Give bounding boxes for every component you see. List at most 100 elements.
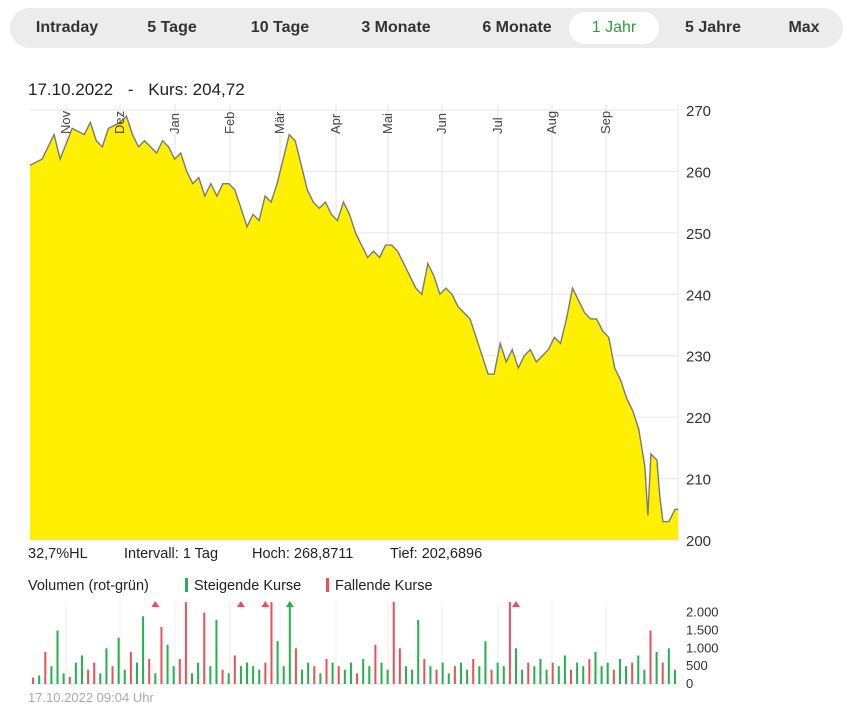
- volume-bar: [411, 669, 414, 684]
- tab-5-jahre[interactable]: 5 Jahre: [684, 19, 742, 36]
- volume-bar: [93, 662, 96, 684]
- volume-bar: [123, 669, 126, 684]
- volume-bar: [99, 673, 102, 684]
- volume-legend-title: Volumen (rot-grün): [28, 578, 149, 594]
- volume-bar: [618, 659, 621, 684]
- volume-bar: [612, 669, 615, 684]
- volume-bar: [600, 666, 603, 684]
- volume-bar: [252, 666, 255, 684]
- volume-bar: [301, 669, 304, 684]
- timeframe-tabs: Intraday 5 Tage 10 Tage 3 Monate 6 Monat…: [10, 8, 843, 48]
- volume-y-tick-label: 1.500: [686, 623, 719, 638]
- volume-bar: [404, 666, 407, 684]
- volume-bar: [368, 666, 371, 684]
- tab-1-jahr[interactable]: 1 Jahr: [569, 12, 659, 44]
- y-tick-label: 260: [686, 164, 711, 181]
- volume-bar: [484, 641, 487, 684]
- volume-bar: [655, 651, 658, 684]
- volume-bar: [374, 644, 377, 684]
- volume-bar: [423, 659, 426, 684]
- legend-falling: Fallende Kurse: [326, 578, 433, 594]
- x-tick-label: Dez: [112, 111, 127, 134]
- volume-bar: [215, 619, 218, 684]
- volume-bar: [447, 673, 450, 684]
- stats-hoch: Hoch: 268,8711: [252, 546, 354, 562]
- volume-bar: [349, 662, 352, 684]
- volume-bar: [380, 662, 383, 684]
- volume-bar: [135, 662, 138, 684]
- volume-bar: [673, 669, 676, 684]
- tab-5-tage[interactable]: 5 Tage: [147, 19, 197, 36]
- y-tick-label: 230: [686, 349, 711, 366]
- volume-bar: [496, 662, 499, 684]
- x-tick-label: Mai: [380, 113, 395, 134]
- volume-bar: [313, 666, 316, 684]
- y-tick-label: 240: [686, 287, 711, 304]
- volume-bar: [637, 655, 640, 684]
- volume-bar: [233, 655, 236, 684]
- volume-bar: [172, 666, 175, 684]
- volume-bar: [154, 673, 157, 684]
- volume-bar: [80, 655, 83, 684]
- volume-y-tick-label: 500: [686, 658, 708, 673]
- volume-bar: [545, 669, 548, 684]
- volume-bar: [398, 648, 401, 684]
- volume-bar: [142, 616, 145, 684]
- volume-bar: [563, 655, 566, 684]
- volume-bar: [68, 676, 71, 684]
- volume-bar: [32, 677, 35, 684]
- volume-bar: [227, 673, 230, 684]
- volume-bar: [521, 669, 524, 684]
- legend-rising-label: Steigende Kurse: [194, 578, 302, 594]
- tab-6-monate[interactable]: 6 Monate: [482, 19, 552, 36]
- y-tick-label: 270: [686, 103, 711, 120]
- header-date: 17.10.2022: [28, 80, 114, 99]
- rising-swatch: [185, 578, 188, 592]
- volume-bar: [643, 669, 646, 684]
- x-tick-label: Feb: [222, 112, 237, 134]
- header-kurs-label: Kurs:: [148, 80, 188, 99]
- volume-bar: [667, 648, 670, 684]
- volume-bar: [429, 666, 432, 684]
- volume-bar: [362, 659, 365, 684]
- volume-bar: [178, 659, 181, 684]
- volume-bar: [239, 666, 242, 684]
- volume-bar: [441, 662, 444, 684]
- overflow-arrow-icon: [512, 601, 520, 607]
- volume-y-tick-label: 0: [686, 676, 693, 691]
- volume-bar: [392, 602, 395, 684]
- volume-y-tick-label: 1.000: [686, 640, 719, 655]
- volume-bar: [38, 675, 41, 684]
- volume-bar: [74, 662, 77, 684]
- volume-bar: [44, 651, 47, 684]
- volume-bar: [209, 666, 212, 684]
- overflow-arrow-icon: [285, 601, 294, 607]
- volume-bar: [264, 662, 267, 684]
- volume-bar: [56, 630, 59, 684]
- y-tick-label: 200: [686, 533, 711, 550]
- volume-bar: [288, 602, 291, 684]
- header-kurs-value: 204,72: [192, 80, 245, 99]
- volume-bar: [435, 669, 438, 684]
- tab-max[interactable]: Max: [788, 19, 820, 36]
- volume-bar: [594, 651, 597, 684]
- volume-bar: [478, 666, 481, 684]
- volume-bar: [203, 612, 206, 684]
- tab-3-monate[interactable]: 3 Monate: [361, 19, 431, 36]
- volume-bar: [453, 666, 456, 684]
- volume-bar: [539, 659, 542, 684]
- timestamp-footer: 17.10.2022 09:04 Uhr: [28, 690, 154, 705]
- overflow-arrow-icon: [261, 601, 270, 607]
- stats-intervall: Intervall: 1 Tag: [124, 546, 219, 562]
- overflow-arrow-icon: [151, 601, 160, 607]
- volume-bar: [294, 648, 297, 684]
- volume-bar: [466, 669, 469, 684]
- tab-10-tage[interactable]: 10 Tage: [250, 19, 310, 36]
- volume-bar: [307, 662, 310, 684]
- volume-bar: [606, 662, 609, 684]
- volume-bar: [570, 669, 573, 684]
- volume-bar: [527, 662, 530, 684]
- tab-intraday[interactable]: Intraday: [35, 19, 99, 36]
- volume-bar: [184, 602, 187, 684]
